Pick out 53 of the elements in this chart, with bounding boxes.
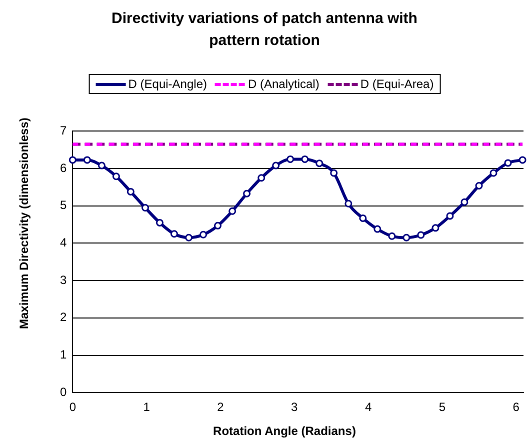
- point: [446, 212, 454, 220]
- point: [258, 174, 266, 182]
- y-tick-label: 0: [60, 384, 67, 399]
- point: [518, 156, 526, 164]
- y-tick-label: 4: [60, 236, 67, 250]
- point: [344, 200, 352, 208]
- point: [185, 234, 193, 242]
- point: [83, 156, 91, 164]
- x-tick-label: 3: [291, 400, 298, 414]
- point: [126, 188, 134, 196]
- point: [214, 222, 222, 230]
- point: [68, 156, 76, 164]
- x-tick-label: 0: [69, 400, 76, 414]
- point: [170, 230, 178, 238]
- x-tick-label: 5: [438, 400, 446, 414]
- point: [475, 182, 483, 190]
- point: [243, 190, 251, 198]
- point: [142, 204, 149, 212]
- point: [359, 214, 367, 222]
- point: [432, 224, 440, 232]
- x-tick-label: 2: [217, 400, 224, 414]
- point: [388, 232, 396, 240]
- point: [272, 162, 280, 170]
- y-axis-title: Maximum Directivity (dimensionless): [17, 117, 31, 328]
- y-tick-label: 7: [60, 124, 67, 138]
- x-tick-label: 4: [364, 400, 372, 414]
- point: [490, 169, 498, 177]
- y-tick-label: 1: [60, 348, 67, 362]
- legend-label: D (Analytical): [248, 77, 320, 91]
- x-tick-label: 1: [143, 400, 150, 414]
- point: [330, 169, 338, 177]
- point: [112, 172, 120, 180]
- point: [228, 207, 236, 215]
- point: [402, 234, 410, 242]
- point: [301, 155, 309, 163]
- point: [200, 230, 208, 238]
- chart-title: Directivity variations of patch antenna with pattern rotation: [110, 9, 418, 51]
- y-tick-label: 3: [60, 272, 67, 287]
- x-axis-title: Rotation Angle (Radians): [212, 424, 357, 438]
- point: [286, 155, 294, 163]
- point: [98, 162, 106, 170]
- x-tick-label: 6: [512, 400, 520, 414]
- y-tick-label: 5: [60, 198, 67, 212]
- point: [460, 198, 468, 206]
- point: [504, 159, 512, 167]
- y-tick-label: 6: [60, 160, 67, 175]
- y-tick-label: 2: [60, 310, 67, 324]
- point: [156, 218, 164, 226]
- legend-label: D (Equi-Angle): [128, 77, 207, 91]
- point: [316, 160, 324, 168]
- legend-label: D (Equi-Area): [360, 77, 434, 91]
- point: [417, 231, 425, 239]
- point: [374, 225, 382, 233]
